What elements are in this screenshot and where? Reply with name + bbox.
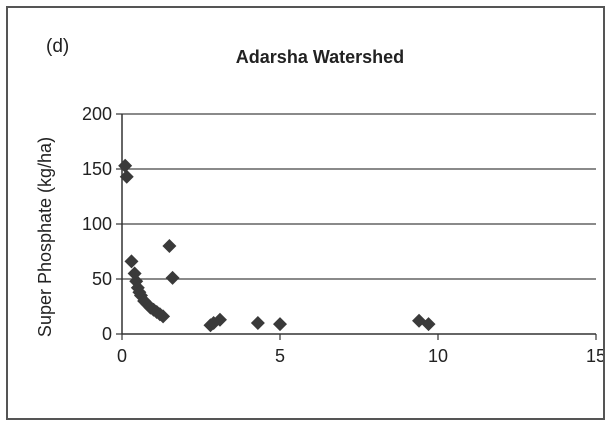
data-point: [118, 158, 133, 173]
y-tick-label: 200: [82, 104, 112, 124]
data-point: [119, 169, 134, 184]
y-tick-label: 0: [102, 324, 112, 344]
data-points: [118, 158, 436, 333]
gridlines: [122, 113, 596, 280]
data-point: [273, 317, 287, 332]
data-point: [124, 254, 139, 269]
data-point: [212, 312, 227, 327]
tick-labels: 0 50 100 150 200 0 5 10 15: [82, 104, 603, 366]
data-point: [156, 309, 171, 324]
x-tick-label: 10: [428, 346, 448, 366]
x-tick-label: 15: [586, 346, 603, 366]
panel-label: (d): [46, 36, 69, 57]
y-tick-label: 100: [82, 214, 112, 234]
y-tick-label: 150: [82, 159, 112, 179]
x-tick-label: 5: [275, 346, 285, 366]
y-axis-label: Super Phosphate (kg/ha): [35, 137, 55, 337]
chart-frame: (d) Adarsha Watershed Super Phosphate (k…: [6, 6, 605, 420]
axes: [116, 113, 597, 340]
chart-title: Adarsha Watershed: [236, 47, 404, 67]
x-tick-label: 0: [117, 346, 127, 366]
data-point: [421, 317, 436, 332]
data-point: [250, 316, 265, 330]
data-point: [162, 239, 177, 253]
data-point: [165, 270, 180, 285]
scatter-chart: (d) Adarsha Watershed Super Phosphate (k…: [35, 36, 603, 366]
y-tick-label: 50: [92, 269, 112, 289]
